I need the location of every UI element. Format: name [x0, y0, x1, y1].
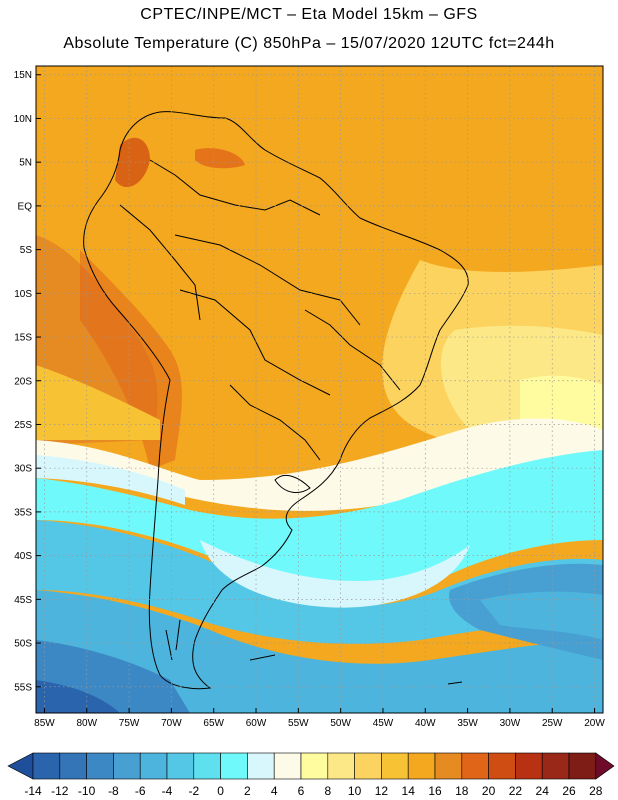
colorbar-label: 18	[455, 784, 469, 798]
lon-tick-label: 65W	[203, 718, 224, 729]
colorbar-swatch	[247, 752, 275, 780]
colorbar-label: 4	[271, 784, 278, 798]
colorbar-label: 20	[482, 784, 496, 798]
lon-tick-label: 70W	[161, 718, 182, 729]
colorbar-label: 24	[536, 784, 550, 798]
lat-tick-label: 50S	[14, 639, 32, 650]
plot-frame	[35, 65, 604, 714]
colorbar-swatch	[488, 752, 516, 780]
lon-tick-label: 35W	[457, 718, 478, 729]
lon-tick-label: 60W	[246, 718, 267, 729]
colorbar-swatch	[407, 752, 436, 780]
colorbar-swatch	[166, 752, 195, 780]
lat-tick-label: 55S	[14, 682, 32, 693]
coastline	[83, 111, 469, 690]
lon-tick-label: 50W	[330, 718, 351, 729]
lon-tick-label: 40W	[415, 718, 436, 729]
colorbar-label: 8	[324, 784, 331, 798]
colorbar-label: -12	[51, 784, 69, 798]
lat-tick-label: 25S	[14, 420, 32, 431]
colorbar-swatch	[354, 752, 382, 780]
colorbar-swatch	[568, 752, 597, 780]
colorbar-swatch	[32, 752, 61, 780]
colorbar-swatch	[327, 752, 355, 780]
lat-tick-label: 10N	[14, 114, 32, 125]
temperature-field	[36, 66, 603, 713]
colorbar-swatch	[220, 752, 248, 780]
lat-tick-label: EQ	[18, 201, 33, 212]
colorbar-label: -2	[188, 784, 199, 798]
lon-tick-label: 85W	[34, 718, 55, 729]
colorbar-swatch	[434, 752, 463, 780]
chart-title-field: Absolute Temperature (C) 850hPa – 15/07/…	[63, 35, 555, 52]
lon-tick-label: 75W	[119, 718, 140, 729]
colorbar-label: 22	[509, 784, 523, 798]
colorbar-swatch	[59, 752, 87, 780]
colorbar-label: -8	[108, 784, 119, 798]
lat-tick-label: 45S	[14, 595, 32, 606]
colorbar-swatch	[86, 752, 114, 780]
colorbar-swatch	[515, 752, 543, 780]
graticule	[36, 66, 603, 713]
lat-tick-label: 40S	[14, 551, 32, 562]
colorbar-label: 12	[375, 784, 389, 798]
lat-tick-label: 35S	[14, 507, 32, 518]
colorbar-swatch	[461, 752, 489, 780]
colorbar-swatch	[193, 752, 221, 780]
colorbar-label: 2	[244, 784, 251, 798]
lon-tick-label: 45W	[373, 718, 394, 729]
colorbar-swatch	[273, 752, 302, 780]
chart-title-model: CPTEC/INPE/MCT – Eta Model 15km – GFS	[140, 6, 478, 23]
colorbar-label: 14	[402, 784, 416, 798]
lat-tick-label: 5S	[20, 245, 33, 256]
colorbar-swatch	[113, 752, 141, 780]
colorbar-label: 16	[428, 784, 442, 798]
colorbar-label: 0	[217, 784, 224, 798]
colorbar-swatch	[300, 752, 329, 780]
colorbar-label: -14	[24, 784, 42, 798]
lon-tick-label: 20W	[584, 718, 605, 729]
lat-tick-label: 15N	[14, 70, 32, 81]
colorbar: -14 -12 -10 -8 -6 -4 -2 0 2 4 6 8 10 12 14 16 18 20 22 24 26…	[7, 752, 615, 798]
lat-tick-label: 20S	[14, 376, 32, 387]
colorbar-swatch	[381, 752, 409, 780]
colorbar-label: 10	[348, 784, 362, 798]
colorbar-swatch	[139, 752, 168, 780]
colorbar-label: 28	[589, 784, 603, 798]
colorbar-label: -10	[78, 784, 96, 798]
lat-tick-label: 30S	[14, 464, 32, 475]
lat-tick-label: 10S	[14, 289, 32, 300]
lat-tick-label: 15S	[14, 333, 32, 344]
colorbar-label: 26	[562, 784, 576, 798]
lon-tick-label: 55W	[288, 718, 309, 729]
colorbar-label: -6	[135, 784, 146, 798]
colorbar-swatch	[541, 752, 570, 780]
lon-tick-label: 30W	[500, 718, 521, 729]
lon-tick-label: 25W	[542, 718, 563, 729]
colorbar-max-arrow	[595, 752, 615, 780]
lon-tick-label: 80W	[76, 718, 97, 729]
map-axes: 15N 10N 5N EQ 5S 10S 15S 20S 25S 30S 35S 40S 45S 50S 5…	[14, 70, 606, 729]
colorbar-label: 6	[298, 784, 305, 798]
lat-tick-label: 5N	[19, 158, 32, 169]
colorbar-label: -4	[162, 784, 173, 798]
colorbar-min-arrow	[7, 752, 34, 780]
